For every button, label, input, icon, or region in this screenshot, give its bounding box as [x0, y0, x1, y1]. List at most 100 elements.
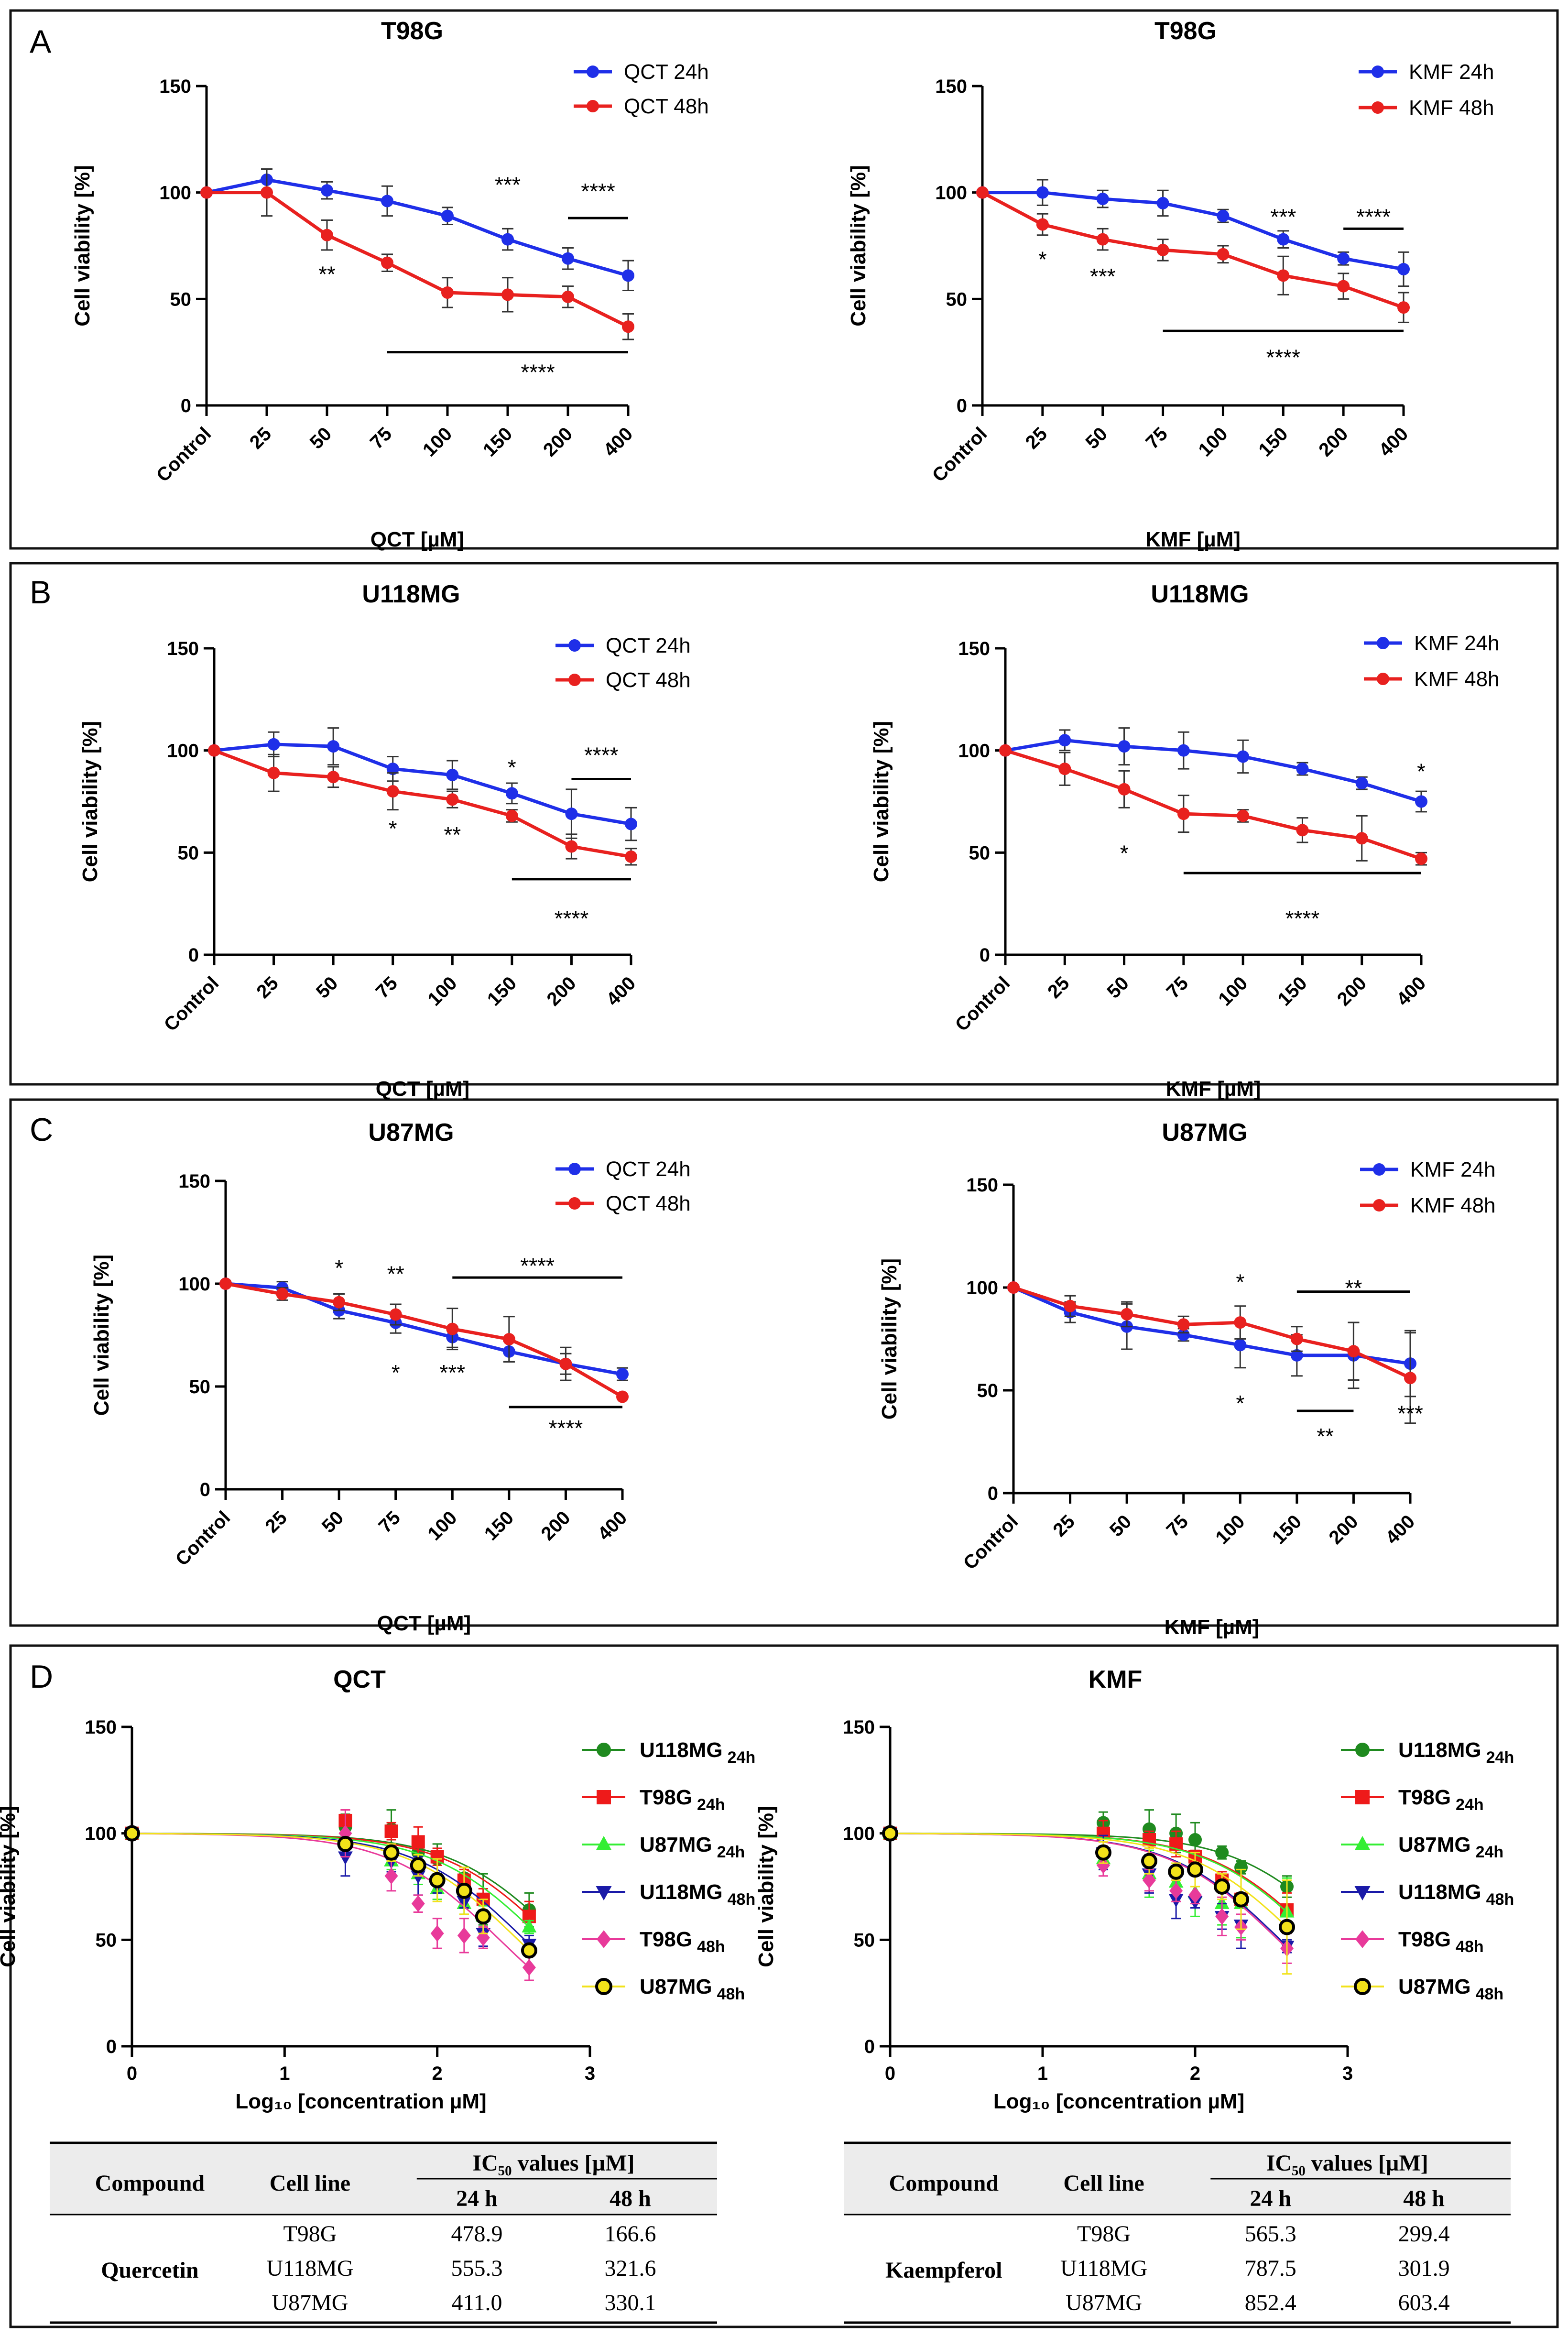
legend-label-name: T98G	[1398, 1786, 1451, 1809]
significance-marker: **	[387, 1262, 404, 1287]
data-point	[1215, 1908, 1229, 1925]
data-point	[565, 808, 578, 820]
data-point	[429, 1872, 446, 1888]
x-tick-label: 100	[424, 972, 461, 1010]
data-point	[1156, 196, 1169, 209]
panel-letter-b: B	[30, 574, 51, 611]
data-point	[1156, 243, 1169, 256]
series-24h: QCT 24h	[200, 60, 709, 292]
data-point	[446, 768, 459, 781]
y-tick-label: 150	[85, 1717, 117, 1738]
x-tick-label: 200	[543, 972, 580, 1010]
data-point	[384, 1824, 398, 1838]
series-24h: QCT 24h	[219, 1157, 691, 1381]
significance-marker: ****	[549, 1416, 583, 1441]
legend-label: KMF 24h	[1409, 60, 1494, 84]
data-point	[321, 184, 333, 197]
data-point	[1237, 750, 1250, 763]
series-u118mg-24h: U118MG 24h	[883, 1738, 1514, 1898]
legend-label: T98G 24h	[1398, 1786, 1484, 1814]
table-cell-24h: 852.4	[1245, 2290, 1296, 2315]
x-tick-label: 25	[261, 1507, 291, 1537]
legend-label-name: T98G	[1398, 1928, 1451, 1951]
legend-label-name: U118MG	[1398, 1880, 1481, 1904]
legend-label-sub: 24h	[717, 1843, 745, 1861]
legend-marker	[597, 1743, 611, 1757]
y-tick-label: 100	[843, 1823, 875, 1845]
significance-marker: ****	[581, 179, 615, 204]
table-cell-48h: 299.4	[1398, 2221, 1450, 2247]
series-48h: QCT 48h	[219, 1192, 691, 1403]
legend-label-sub: 24h	[728, 1748, 756, 1767]
significance-marker: ***	[1270, 204, 1296, 229]
data-point	[1290, 1332, 1303, 1345]
y-tick-label: 50	[189, 1376, 211, 1397]
data-point	[446, 793, 459, 806]
significance-marker: *	[389, 816, 397, 841]
data-point	[411, 1870, 426, 1884]
legend-label-sub: 24h	[697, 1796, 725, 1814]
y-tick-label: 100	[178, 1274, 210, 1295]
data-point	[1404, 1372, 1416, 1385]
legend-label: T98G 48h	[1398, 1928, 1484, 1956]
legend-label-sub: 48h	[697, 1938, 725, 1956]
panel-letter-c: C	[30, 1112, 53, 1148]
chart-b-kmf: U118MG 0 50 100 150 Cell viability [%] Control…	[870, 580, 1500, 1101]
legend-label-sub: 48h	[1456, 1938, 1484, 1956]
panel-c-frame	[9, 1098, 1559, 1627]
series-line	[206, 178, 629, 277]
table-cell-line: U87MG	[1066, 2290, 1142, 2315]
data-point	[1177, 744, 1190, 757]
fit-curve	[131, 1833, 530, 1968]
legend-label-sub: 48h	[1476, 1985, 1504, 2003]
table-cell-24h: 478.9	[451, 2221, 502, 2247]
y-tick-label: 50	[178, 842, 199, 863]
series-48h: KMF 48h	[999, 667, 1500, 866]
data-point	[1296, 763, 1309, 775]
x-tick-label: 150	[1268, 1511, 1306, 1548]
data-point	[1217, 209, 1230, 222]
series-line	[1005, 738, 1422, 803]
series-u87mg-48h: U87MG 48h	[882, 1825, 1504, 2003]
x-tick-label: 25	[1044, 972, 1074, 1003]
significance-marker: *	[1120, 841, 1129, 865]
data-point	[1397, 301, 1410, 314]
data-point	[501, 288, 514, 301]
data-point	[386, 763, 399, 775]
y-tick-label: 50	[96, 1930, 117, 1951]
x-tick-label: Control	[951, 972, 1014, 1036]
y-tick-label: 150	[958, 638, 990, 659]
table-cell-line: U118MG	[266, 2256, 353, 2281]
data-point	[441, 209, 454, 222]
legend-label: QCT 48h	[606, 1192, 691, 1215]
data-point	[522, 1919, 537, 1932]
data-point	[410, 1857, 426, 1874]
y-tick-label: 0	[864, 2036, 875, 2057]
series-line	[214, 742, 632, 826]
significance-marker: ****	[555, 906, 589, 931]
data-point	[1058, 734, 1071, 747]
legend-label: KMF 48h	[1414, 667, 1500, 691]
table-cell-24h: 565.3	[1245, 2221, 1296, 2247]
data-point	[446, 1322, 459, 1335]
x-axis-title: KMF [µM]	[1166, 1077, 1261, 1101]
x-tick-label: Control	[172, 1507, 235, 1570]
data-point	[1187, 1861, 1203, 1878]
significance-marker: **	[318, 262, 336, 287]
y-tick-label: 50	[977, 1380, 999, 1401]
x-tick-label: 75	[1163, 972, 1193, 1003]
y-axis-title: Cell viability [%]	[78, 721, 102, 882]
legend-label-name: U87MG	[1398, 1975, 1471, 1998]
legend-label-name: T98G	[640, 1786, 692, 1809]
data-point	[411, 1895, 425, 1912]
data-point	[616, 1390, 629, 1403]
legend-label-name: U118MG	[1398, 1738, 1481, 1762]
x-axis-title: QCT [µM]	[370, 528, 464, 551]
data-point	[389, 1308, 402, 1321]
data-point	[338, 1851, 353, 1865]
significance-marker: **	[1345, 1276, 1362, 1300]
series-line	[1004, 749, 1422, 861]
data-point	[559, 1357, 572, 1370]
x-tick-label: 75	[1142, 423, 1172, 453]
significance-marker: **	[1317, 1424, 1334, 1449]
